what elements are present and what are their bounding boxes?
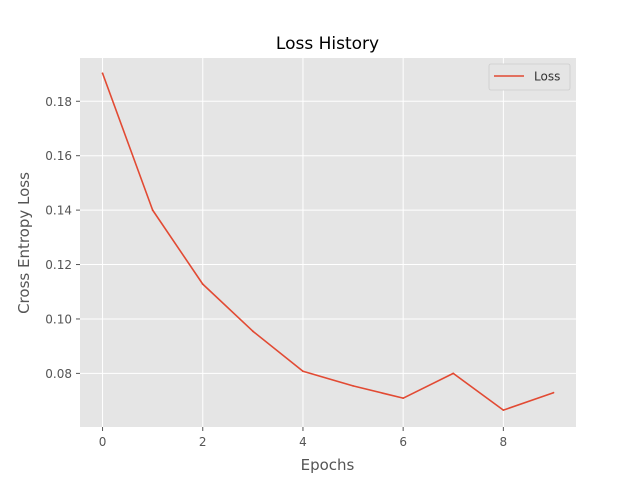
data-point	[352, 385, 354, 387]
y-tick-label: 0.14	[45, 204, 72, 218]
y-tick-label: 0.10	[45, 312, 72, 326]
grid-lines	[80, 58, 576, 427]
data-point	[201, 283, 204, 286]
y-tick-label: 0.18	[45, 95, 72, 109]
legend-box	[488, 63, 571, 91]
data-point	[552, 391, 555, 394]
ticks: 0 2 4 6 8 0.08 0.10 0.12 0.14 0.16 0.18	[45, 95, 507, 449]
y-tick-label: 0.08	[45, 367, 72, 381]
y-axis-label: Cross Entropy Loss	[15, 172, 33, 314]
y-tick-label: 0.16	[45, 149, 72, 163]
data-point	[452, 372, 455, 375]
x-tick-label: 0	[99, 435, 107, 449]
data-point	[151, 209, 154, 212]
data-point	[302, 370, 304, 373]
chart-title: Loss History	[276, 34, 379, 54]
x-tick-label: 2	[199, 435, 207, 449]
plot-area	[80, 58, 576, 427]
data-point	[502, 409, 505, 412]
y-tick-label: 0.12	[45, 258, 72, 272]
legend: Loss	[488, 63, 571, 91]
x-axis-label: Epochs	[301, 456, 355, 474]
series-lines	[101, 72, 555, 412]
data-point	[251, 330, 254, 333]
x-tick-label: 6	[399, 435, 407, 449]
series-line-loss	[101, 72, 554, 411]
x-tick-label: 4	[299, 435, 307, 449]
data-point	[101, 72, 104, 75]
legend-label-loss: Loss	[534, 70, 560, 84]
x-tick-label: 8	[500, 435, 508, 449]
data-point	[402, 397, 405, 400]
